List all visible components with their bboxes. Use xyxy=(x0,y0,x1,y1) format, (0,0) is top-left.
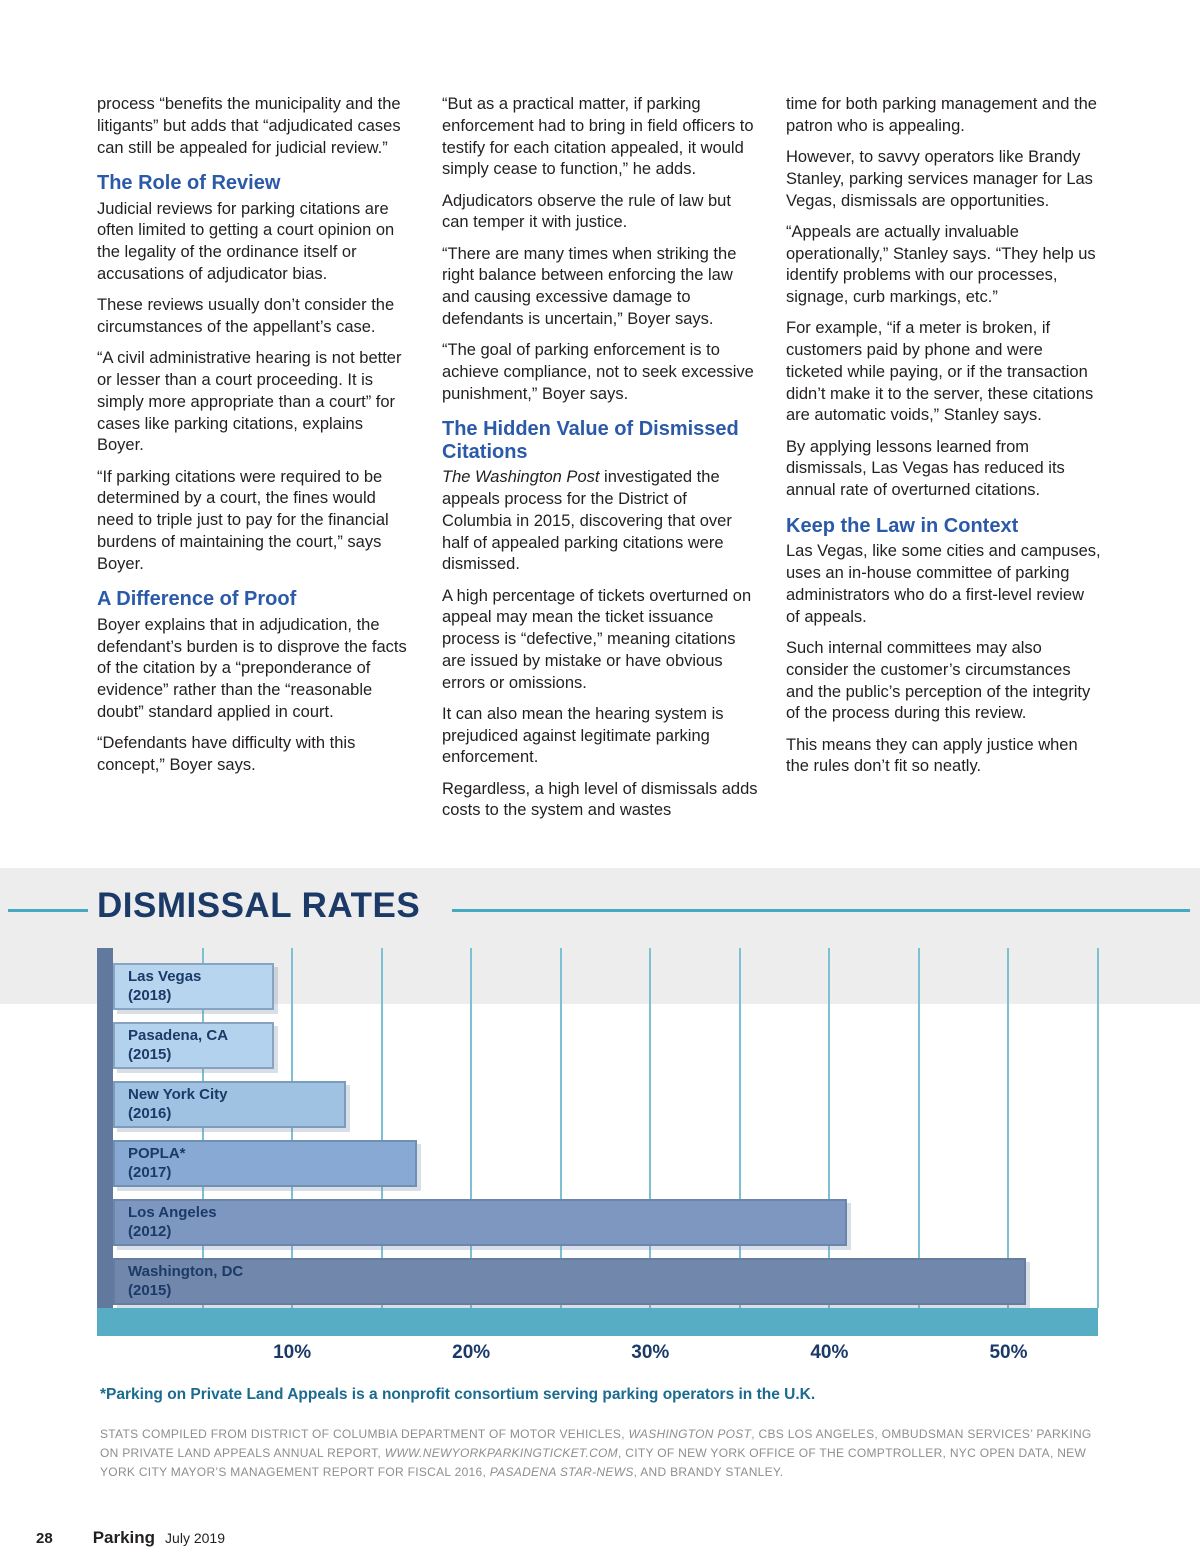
section-heading: The Role of Review xyxy=(97,172,281,195)
gridline-10pct xyxy=(291,948,294,1308)
italic-text: WWW.NEWYORKPARKINGTICKET.COM xyxy=(384,1446,618,1461)
italic-text: The Washington Post xyxy=(442,468,600,487)
bar-label: New York City (2016) xyxy=(128,1086,228,1122)
body-paragraph: For example, “if a meter is broken, if c… xyxy=(786,319,1094,425)
body-paragraph: Such internal committees may also consid… xyxy=(786,638,1091,723)
body-paragraph: Boyer explains that in adjudication, the… xyxy=(97,615,407,721)
gridline-40pct xyxy=(828,948,831,1308)
title-rule-left xyxy=(8,909,88,912)
chart-y-axis xyxy=(97,948,113,1308)
bar-las-vegas-2018: Las Vegas (2018) xyxy=(113,963,275,1010)
article-column-2: “But as a practical matter, if parking e… xyxy=(442,94,760,832)
gridline-45pct xyxy=(917,948,920,1308)
chart-plot: Las Vegas (2018) Pasadena, CA (2015) New Yor… xyxy=(97,948,1099,1308)
bar-label: Washington, DC (2015) xyxy=(128,1263,244,1299)
gridline-55pct xyxy=(1097,948,1099,1308)
gridline-15pct xyxy=(380,948,383,1308)
bar-label: Los Angeles (2012) xyxy=(128,1204,217,1240)
section-heading: A Difference of Proof xyxy=(97,588,297,611)
section-heading: Keep the Law in Context xyxy=(786,515,1019,538)
text-segment: , CITY OF NEW YORK OFFICE OF THE COMPTRO… xyxy=(100,1446,1087,1480)
bar-label: Las Vegas (2018) xyxy=(128,968,202,1004)
body-paragraph: A high percentage of tickets overturned … xyxy=(442,586,752,692)
body-paragraph: process “benefits the municipality and t… xyxy=(97,95,401,157)
body-paragraph: “If parking citations were required to b… xyxy=(97,467,389,573)
body-paragraph: “But as a practical matter, if parking e… xyxy=(442,95,754,179)
bar-new-york-city-2016: New York City (2016) xyxy=(113,1081,346,1128)
gridline-5pct xyxy=(201,948,204,1308)
body-paragraph: However, to savvy operators like Brandy … xyxy=(786,148,1093,210)
body-paragraph: These reviews usually don’t consider the… xyxy=(97,296,395,337)
body-paragraph: “A civil administrative hearing is not b… xyxy=(97,349,402,455)
x-tick-40pct: 40% xyxy=(810,1342,849,1363)
body-paragraph: By applying lessons learned from dismiss… xyxy=(786,437,1065,500)
body-paragraph: time for both parking management and the… xyxy=(786,95,1097,135)
italic-text: PASADENA STAR-NEWS xyxy=(489,1465,634,1480)
body-paragraph: Judicial reviews for parking citations a… xyxy=(97,199,395,283)
dismissal-rates-chart: Las Vegas (2018) Pasadena, CA (2015) New Yor… xyxy=(97,948,1099,1378)
body-paragraph: “There are many times when striking the … xyxy=(442,244,737,328)
page-number: 28 xyxy=(36,1530,53,1547)
text-segment: STATS COMPILED FROM DISTRICT OF COLUMBIA… xyxy=(100,1427,629,1441)
chart-x-axis xyxy=(97,1308,1098,1336)
text-segment: , AND BRANDY STANLEY. xyxy=(633,1465,784,1480)
bar-label: POPLA* (2017) xyxy=(128,1145,186,1181)
text-segment: investigated the appeals process for the… xyxy=(442,468,732,574)
article-column-1: process “benefits the municipality and t… xyxy=(97,94,407,786)
title-rule-right xyxy=(452,909,1190,912)
chart-title: DISMISSAL RATES xyxy=(97,886,421,925)
chart-footnote: *Parking on Private Land Appeals is a no… xyxy=(100,1386,816,1403)
body-paragraph: Las Vegas, like some cities and campuses… xyxy=(786,542,1101,626)
x-tick-10pct: 10% xyxy=(273,1342,312,1363)
body-paragraph: It can also mean the hearing system is p… xyxy=(442,704,724,767)
gridline-30pct xyxy=(649,948,652,1308)
magazine-name: Parking xyxy=(92,1528,156,1547)
bar-label: Pasadena, CA (2015) xyxy=(128,1027,229,1063)
bar-pasadena-ca-2015: Pasadena, CA (2015) xyxy=(113,1022,275,1069)
text-segment: , CBS LOS ANGELES, OMBUDSMAN SERVICES’ P… xyxy=(100,1427,1092,1461)
body-paragraph: The Washington Post investigated the app… xyxy=(442,467,760,576)
bar-popla-2017: POPLA* (2017) xyxy=(113,1140,418,1187)
x-tick-20pct: 20% xyxy=(452,1342,491,1363)
gridline-25pct xyxy=(559,948,562,1308)
bar-los-angeles-2012: Los Angeles (2012) xyxy=(113,1199,848,1246)
body-paragraph: “Defendants have difficulty with this co… xyxy=(97,734,356,774)
gridline-20pct xyxy=(470,948,473,1308)
x-tick-50pct: 50% xyxy=(989,1342,1028,1363)
italic-text: WASHINGTON POST xyxy=(628,1427,752,1441)
section-heading: The Hidden Value of Dismissed Citations xyxy=(442,418,739,463)
body-paragraph: This means they can apply justice when t… xyxy=(786,735,1078,776)
body-paragraph: Regardless, a high level of dismissals a… xyxy=(442,779,758,820)
x-tick-30pct: 30% xyxy=(631,1342,670,1363)
page-footer: 28 Parking July 2019 xyxy=(36,1528,225,1548)
gridline-50pct xyxy=(1007,948,1010,1308)
body-paragraph: “Appeals are actually invaluable operati… xyxy=(786,222,1096,307)
gridline-35pct xyxy=(738,948,741,1308)
issue-date: July 2019 xyxy=(165,1530,225,1546)
stats-source: STATS COMPILED FROM DISTRICT OF COLUMBIA… xyxy=(100,1425,1100,1483)
bar-washington-dc-2015: Washington, DC (2015) xyxy=(113,1258,1027,1305)
body-paragraph: “The goal of parking enforcement is to a… xyxy=(442,341,754,403)
body-paragraph: Adjudicators observe the rule of law but… xyxy=(442,191,731,232)
article-column-3: time for both parking management and the… xyxy=(786,94,1102,788)
